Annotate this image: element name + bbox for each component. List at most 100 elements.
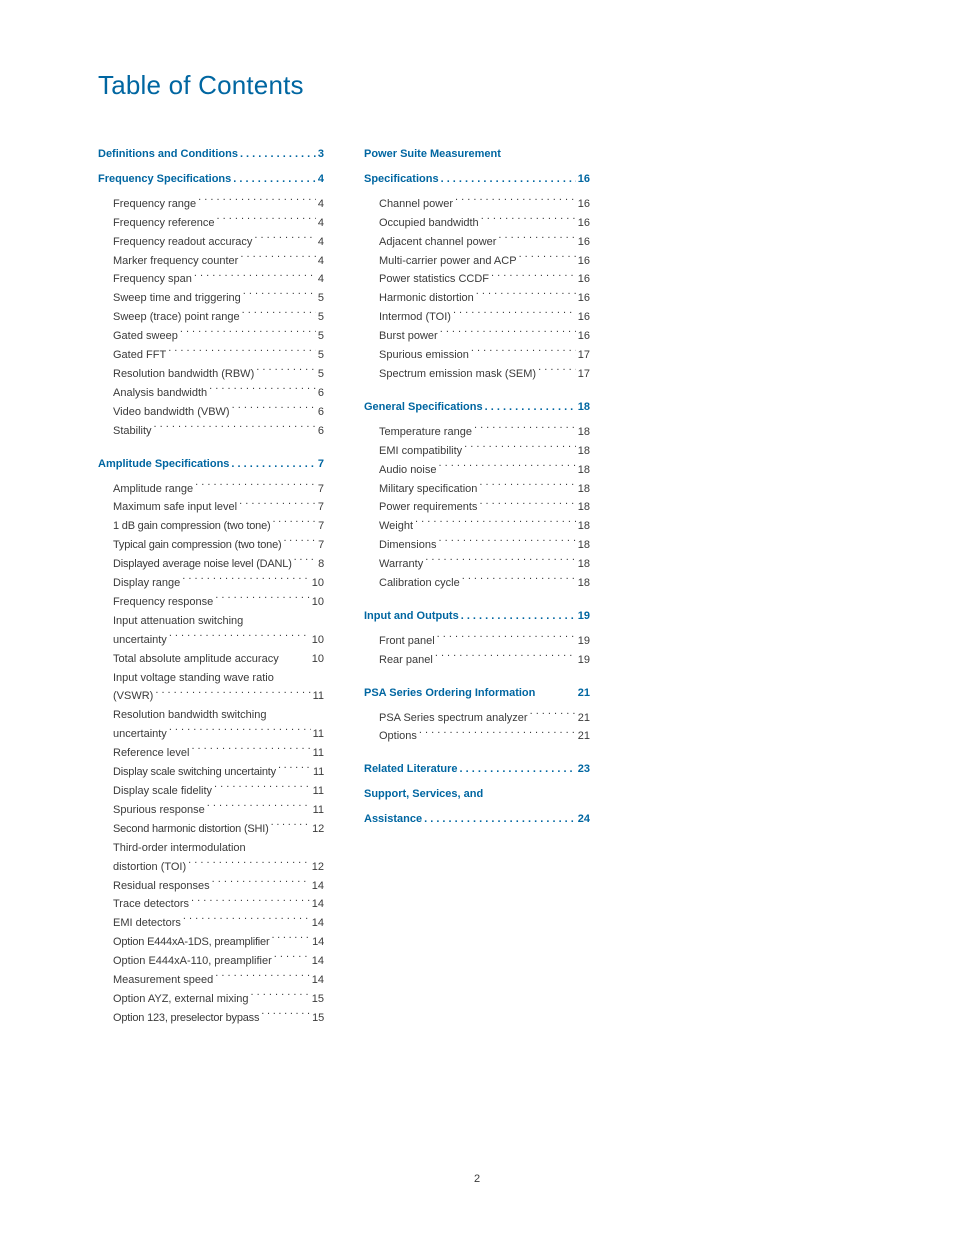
toc-section-label: Frequency Specifications <box>98 170 231 189</box>
toc-entry[interactable]: Calibration cycle18 <box>379 574 590 593</box>
toc-entry[interactable]: Audio noise18 <box>379 461 590 480</box>
toc-entry-label: distortion (TOI) <box>113 858 186 877</box>
toc-entry[interactable]: EMI detectors14 <box>113 914 324 933</box>
toc-entry[interactable]: Frequency response10 <box>113 593 324 612</box>
toc-entry[interactable]: Dimensions18 <box>379 536 590 555</box>
toc-entry[interactable]: 1 dB gain compression (two tone)7 <box>113 517 324 536</box>
toc-section-heading[interactable]: Assistance24 <box>364 810 590 829</box>
toc-entry[interactable]: Display scale switching uncertainty11 <box>113 763 324 782</box>
toc-entry[interactable]: Measurement speed14 <box>113 971 324 990</box>
toc-entry[interactable]: Display range10 <box>113 574 324 593</box>
toc-entry[interactable]: Weight18 <box>379 517 590 536</box>
toc-entry-label: Sweep (trace) point range <box>113 308 240 327</box>
toc-entry[interactable]: Sweep time and triggering5 <box>113 289 324 308</box>
toc-section-heading[interactable]: Power Suite Measurement <box>364 145 590 164</box>
toc-entry-page: 11 <box>313 687 324 706</box>
toc-entry-label: Power statistics CCDF <box>379 270 489 289</box>
toc-entry-label: Third-order intermodulation <box>113 839 324 858</box>
toc-entry[interactable]: Power statistics CCDF16 <box>379 270 590 289</box>
toc-entry[interactable]: Option 123, preselector bypass15 <box>113 1009 324 1028</box>
toc-entry[interactable]: Residual responses14 <box>113 877 324 896</box>
toc-entry[interactable]: Amplitude range7 <box>113 480 324 499</box>
toc-entry-label: Dimensions <box>379 536 436 555</box>
toc-entry[interactable]: Third-order intermodulationdistortion (T… <box>113 839 324 877</box>
toc-entry[interactable]: Sweep (trace) point range5 <box>113 308 324 327</box>
toc-entry[interactable]: Power requirements18 <box>379 498 590 517</box>
toc-entry[interactable]: Occupied bandwidth16 <box>379 214 590 233</box>
toc-entry[interactable]: Second harmonic distortion (SHI)12 <box>113 820 324 839</box>
toc-entry[interactable]: Resolution bandwidth (RBW)5 <box>113 365 324 384</box>
toc-section-heading[interactable]: Support, Services, and <box>364 785 590 804</box>
toc-entry-page: 7 <box>318 498 324 517</box>
leader-dots <box>212 878 310 889</box>
toc-entry-label: Measurement speed <box>113 971 213 990</box>
toc-section-heading[interactable]: Amplitude Specifications7 <box>98 455 324 474</box>
toc-entry[interactable]: Option E444xA-110, preamplifier14 <box>113 952 324 971</box>
toc-entry[interactable]: Front panel19 <box>379 632 590 651</box>
toc-section-heading[interactable]: Related Literature23 <box>364 760 590 779</box>
toc-entry[interactable]: Reference level11 <box>113 744 324 763</box>
toc-entry[interactable]: Spectrum emission mask (SEM)17 <box>379 365 590 384</box>
leader-dots <box>215 594 309 605</box>
toc-entry[interactable]: Trace detectors14 <box>113 895 324 914</box>
leader-dots <box>435 652 576 663</box>
toc-entry[interactable]: Marker frequency counter4 <box>113 252 324 271</box>
toc-entry[interactable]: Frequency readout accuracy4 <box>113 233 324 252</box>
toc-entry-page: 17 <box>578 365 590 384</box>
toc-entry[interactable]: Input attenuation switchinguncertainty10 <box>113 612 324 650</box>
toc-entry[interactable]: Video bandwidth (VBW)6 <box>113 403 324 422</box>
toc-entry[interactable]: Military specification18 <box>379 480 590 499</box>
toc-section-heading[interactable]: PSA Series Ordering Information 21 <box>364 684 590 703</box>
leader-dots <box>214 783 311 794</box>
toc-entry[interactable]: Harmonic distortion16 <box>379 289 590 308</box>
toc-section-heading[interactable]: Specifications16 <box>364 170 590 189</box>
toc-entry[interactable]: EMI compatibility18 <box>379 442 590 461</box>
toc-entry[interactable]: Spurious response11 <box>113 801 324 820</box>
toc-entry[interactable]: Option AYZ, external mixing15 <box>113 990 324 1009</box>
toc-entry[interactable]: Warranty18 <box>379 555 590 574</box>
toc-entry-label: Channel power <box>379 195 453 214</box>
toc-entry[interactable]: Displayed average noise level (DANL)8 <box>113 555 324 574</box>
toc-entry-page: 10 <box>312 631 324 650</box>
toc-entry[interactable]: Display scale fidelity11 <box>113 782 324 801</box>
toc-entry-label: Spurious response <box>113 801 205 820</box>
toc-entry[interactable]: Gated sweep5 <box>113 327 324 346</box>
leader-dots <box>180 328 316 339</box>
toc-entry[interactable]: Options21 <box>379 727 590 746</box>
toc-entry[interactable]: Option E444xA-1DS, preamplifier14 <box>113 933 324 952</box>
toc-entry[interactable]: Adjacent channel power16 <box>379 233 590 252</box>
toc-section-page: 19 <box>578 607 590 626</box>
toc-entry[interactable]: Temperature range18 <box>379 423 590 442</box>
toc-section-label: Input and Outputs <box>364 607 459 626</box>
toc-entry[interactable]: Rear panel19 <box>379 651 590 670</box>
toc-section-page: 21 <box>578 684 590 703</box>
toc-entry[interactable]: Input voltage standing wave ratio(VSWR)1… <box>113 669 324 707</box>
toc-entry[interactable]: Spurious emission17 <box>379 346 590 365</box>
toc-entry[interactable]: Frequency span4 <box>113 270 324 289</box>
toc-entry-label: Adjacent channel power <box>379 233 496 252</box>
toc-entry[interactable]: Resolution bandwidth switchinguncertaint… <box>113 706 324 744</box>
toc-section-heading[interactable]: General Specifications18 <box>364 398 590 417</box>
toc-section-heading[interactable]: Frequency Specifications4 <box>98 170 324 189</box>
toc-entry[interactable]: Frequency range4 <box>113 195 324 214</box>
toc-entry-page: 12 <box>312 858 324 877</box>
toc-entry[interactable]: Multi-carrier power and ACP16 <box>379 252 590 271</box>
toc-entry[interactable]: Total absolute amplitude accuracy10 <box>113 650 324 669</box>
toc-entry[interactable]: Gated FFT5 <box>113 346 324 365</box>
toc-section-heading[interactable]: Input and Outputs 19 <box>364 607 590 626</box>
toc-entry[interactable]: Analysis bandwidth6 <box>113 384 324 403</box>
toc-entry[interactable]: Stability6 <box>113 422 324 441</box>
toc-entry[interactable]: PSA Series spectrum analyzer21 <box>379 709 590 728</box>
toc-entry-label: Option AYZ, external mixing <box>113 990 249 1009</box>
toc-entry[interactable]: Frequency reference4 <box>113 214 324 233</box>
toc-entry[interactable]: Maximum safe input level7 <box>113 498 324 517</box>
leader-dots <box>207 802 311 813</box>
toc-section-heading[interactable]: Definitions and Conditions3 <box>98 145 324 164</box>
toc-entry[interactable]: Intermod (TOI)16 <box>379 308 590 327</box>
toc-section-label: Definitions and Conditions <box>98 145 238 164</box>
leader-dots <box>471 347 576 358</box>
toc-entry[interactable]: Typical gain compression (two tone)7 <box>113 536 324 555</box>
toc-entry-label: Stability <box>113 422 152 441</box>
toc-entry[interactable]: Burst power16 <box>379 327 590 346</box>
toc-entry[interactable]: Channel power16 <box>379 195 590 214</box>
